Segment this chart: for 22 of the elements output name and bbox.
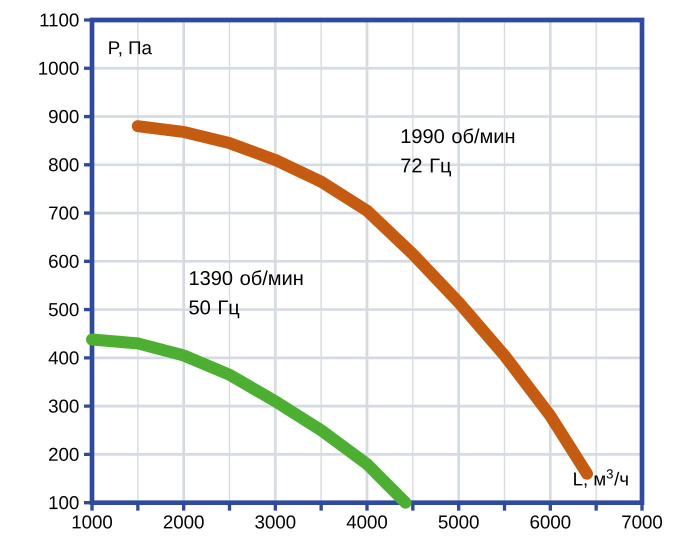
y-tick-label: 400 [48, 351, 79, 364]
y-tick-label: 100 [50, 496, 79, 510]
x-axis-title: L, м$^{3}$/ч [574, 469, 628, 488]
y-tick-label: 800 [48, 158, 79, 172]
x-tick-label: 4000 [346, 515, 388, 529]
y-tick-label: 500 [48, 302, 79, 316]
y-tick-label: 1100 [40, 13, 79, 27]
y-tick-label: 1000 [39, 62, 79, 75]
y-tick-label: 600 [49, 254, 79, 268]
y-axis-title: P, Па [109, 41, 152, 57]
y-tick-label: 700 [49, 206, 79, 220]
series-label: 1390 об/мин 50 Гц [189, 270, 302, 318]
x-tick-label: 6000 [530, 515, 570, 529]
x-tick-label: 3000 [255, 515, 296, 529]
y-tick-label: 300 [48, 400, 79, 413]
y-tick-label: 200 [49, 448, 79, 461]
x-tick-label: 2000 [164, 515, 204, 529]
text: 1990 об/мин 72 Гц [401, 128, 514, 176]
x-tick-label: 7000 [622, 515, 662, 529]
x-tick-label: 5000 [438, 515, 479, 529]
y-tick-label: 900 [49, 110, 79, 124]
x-tick-label: 1000 [72, 515, 112, 529]
